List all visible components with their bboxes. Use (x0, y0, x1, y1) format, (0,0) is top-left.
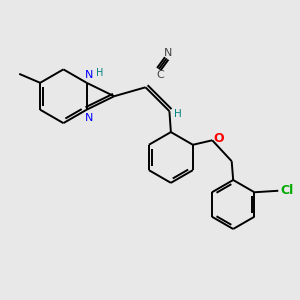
Text: Cl: Cl (280, 184, 293, 197)
Text: N: N (164, 48, 172, 58)
Text: H: H (95, 68, 103, 78)
Text: N: N (85, 70, 93, 80)
Text: C: C (156, 70, 164, 80)
Text: H: H (175, 109, 182, 119)
Text: O: O (213, 132, 224, 145)
Text: N: N (85, 113, 93, 123)
